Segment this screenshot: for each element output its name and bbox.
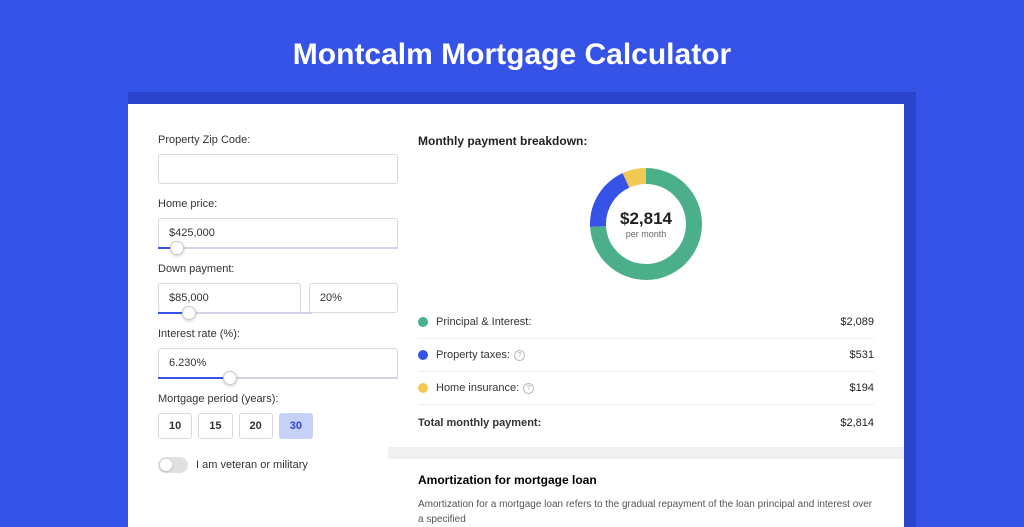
row-value: $531	[850, 349, 874, 361]
help-icon[interactable]: ?	[523, 383, 534, 394]
dot-icon	[418, 383, 428, 393]
period-field: Mortgage period (years): 1015 2030	[158, 393, 398, 439]
help-icon[interactable]: ?	[514, 350, 525, 361]
zip-label: Property Zip Code:	[158, 134, 398, 146]
breakdown-panel: Monthly payment breakdown: $2,814 per mo…	[418, 134, 874, 527]
amortization-text: Amortization for a mortgage loan refers …	[418, 497, 874, 527]
period-btn-10[interactable]: 10	[158, 413, 192, 439]
home-price-label: Home price:	[158, 198, 398, 210]
dot-icon	[418, 317, 428, 327]
card-shadow: Property Zip Code: Home price: Down paym…	[128, 92, 916, 527]
row-label: Property taxes:?	[436, 349, 850, 361]
amortization-title: Amortization for mortgage loan	[418, 473, 874, 487]
total-label: Total monthly payment:	[418, 417, 840, 429]
page-title: Montcalm Mortgage Calculator	[0, 0, 1024, 92]
zip-field: Property Zip Code:	[158, 134, 398, 184]
veteran-label: I am veteran or military	[196, 459, 308, 471]
breakdown-row-insurance: Home insurance:?$194	[418, 372, 874, 404]
period-row: 1015 2030	[158, 413, 398, 439]
period-btn-30[interactable]: 30	[279, 413, 313, 439]
breakdown-row-principal: Principal & Interest:$2,089	[418, 306, 874, 339]
period-label: Mortgage period (years):	[158, 393, 398, 405]
period-btn-20[interactable]: 20	[239, 413, 273, 439]
row-label: Home insurance:?	[436, 382, 850, 394]
down-payment-field: Down payment:	[158, 263, 398, 314]
row-value: $194	[850, 382, 874, 394]
down-payment-amount-input[interactable]	[158, 283, 301, 313]
period-btn-15[interactable]: 15	[198, 413, 232, 439]
down-payment-label: Down payment:	[158, 263, 398, 275]
zip-input[interactable]	[158, 154, 398, 184]
home-price-slider[interactable]	[158, 247, 398, 249]
total-value: $2,814	[840, 417, 874, 429]
down-payment-slider[interactable]	[158, 312, 312, 314]
veteran-row: I am veteran or military	[158, 457, 398, 473]
donut-chart: $2,814 per month	[586, 164, 706, 284]
home-price-input[interactable]	[158, 218, 398, 248]
row-label: Principal & Interest:	[436, 316, 840, 328]
calculator-card: Property Zip Code: Home price: Down paym…	[128, 104, 904, 527]
interest-input[interactable]	[158, 348, 398, 378]
row-value: $2,089	[840, 316, 874, 328]
interest-label: Interest rate (%):	[158, 328, 398, 340]
breakdown-row-taxes: Property taxes:?$531	[418, 339, 874, 372]
form-panel: Property Zip Code: Home price: Down paym…	[158, 134, 398, 527]
veteran-toggle[interactable]	[158, 457, 188, 473]
home-price-field: Home price:	[158, 198, 398, 249]
dot-icon	[418, 350, 428, 360]
breakdown-rows: Principal & Interest:$2,089Property taxe…	[418, 306, 874, 404]
interest-field: Interest rate (%):	[158, 328, 398, 379]
donut-wrap: $2,814 per month	[418, 164, 874, 284]
breakdown-title: Monthly payment breakdown:	[418, 134, 874, 148]
amortization-section: Amortization for mortgage loan Amortizat…	[388, 447, 904, 527]
total-row: Total monthly payment: $2,814	[418, 404, 874, 447]
donut-amount: $2,814	[620, 209, 672, 229]
donut-sub: per month	[626, 229, 667, 239]
interest-slider[interactable]	[158, 377, 398, 379]
down-payment-pct-input[interactable]	[309, 283, 398, 313]
